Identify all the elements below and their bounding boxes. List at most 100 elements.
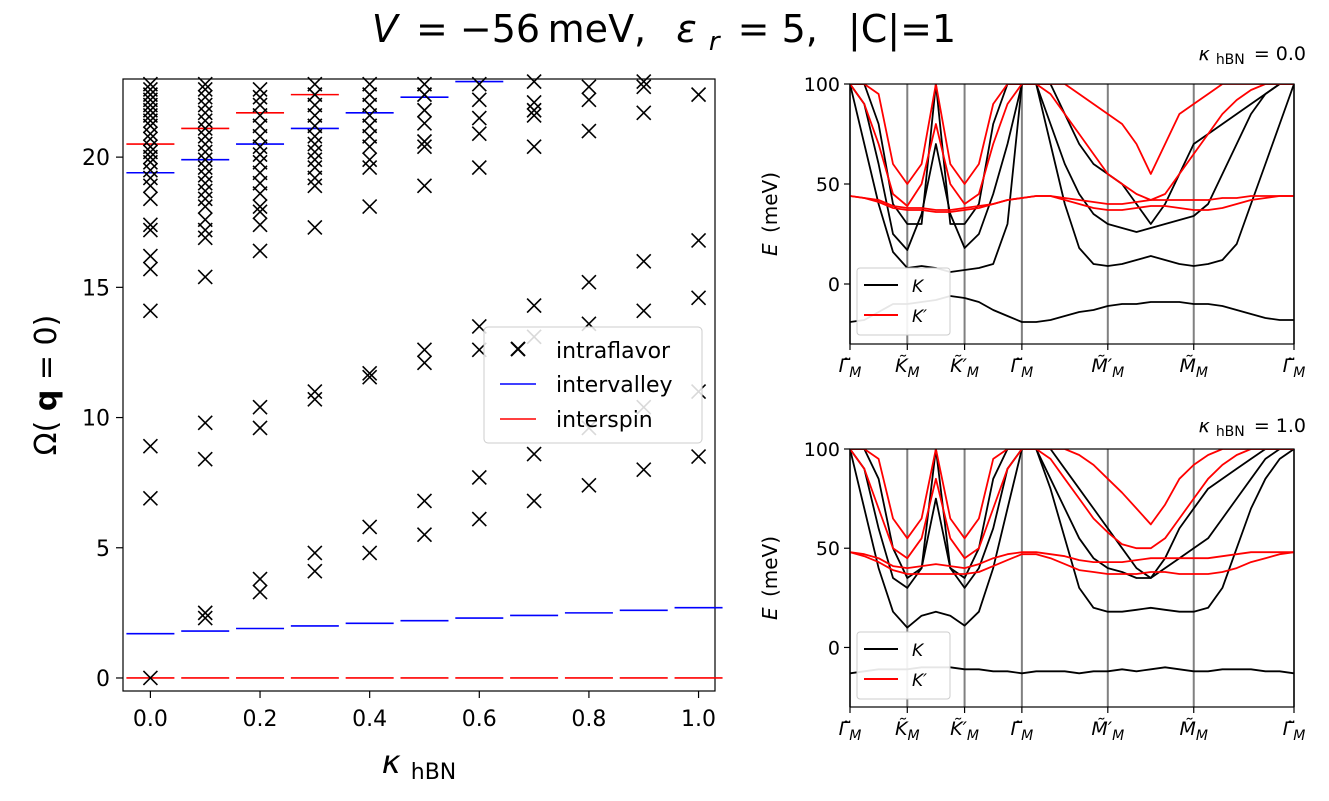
intraflavor-point-stroke (636, 79, 652, 95)
intraflavor-point (526, 493, 542, 509)
intraflavor-point-stroke (197, 97, 213, 113)
intraflavor-point (362, 76, 378, 92)
intraflavor-point-stroke (307, 144, 323, 160)
intraflavor-point (581, 79, 597, 95)
rb-title: κ hBN = 1.0 (1199, 415, 1306, 441)
intraflavor-point (197, 230, 213, 246)
rt-x-tick-label: Γ̃M (839, 355, 862, 381)
intraflavor-point-stroke (416, 527, 433, 543)
intraflavor-point-stroke (581, 79, 597, 95)
intraflavor-point (142, 217, 158, 233)
intraflavor-point-stroke (362, 365, 378, 381)
intraflavor-point (416, 115, 433, 131)
intraflavor-point-stroke (307, 159, 323, 176)
intraflavor-point (471, 92, 487, 108)
intraflavor-point-stroke (142, 490, 158, 506)
intraflavor-point-stroke (471, 76, 487, 92)
rb-bands (850, 449, 1294, 675)
rb-x-tick-label: Γ̃M (839, 718, 862, 744)
title-c: |C|=1 (848, 7, 956, 52)
rt-band-kprime (850, 195, 1294, 211)
intraflavor-point-stroke (526, 139, 542, 155)
intraflavor-point-stroke (471, 469, 487, 486)
intraflavor-point-stroke (197, 81, 213, 97)
rb-legend-box (856, 631, 951, 700)
intraflavor-point-stroke (526, 94, 542, 111)
intraflavor-point-stroke (362, 76, 378, 92)
rt-ylabel-e: E (758, 243, 782, 256)
left-x-tick-label: 1.0 (681, 707, 716, 732)
intraflavor-point-stroke (252, 97, 268, 113)
intraflavor-point-stroke (142, 261, 158, 277)
intraflavor-point-stroke (362, 159, 378, 176)
title-v: V (372, 7, 401, 51)
intraflavor-point-stroke (362, 519, 378, 535)
intraflavor-point-stroke (197, 136, 213, 152)
intraflavor-point-stroke (197, 212, 213, 228)
intraflavor-point-stroke (197, 152, 213, 168)
intraflavor-point (252, 89, 268, 105)
intraflavor-point-stroke (142, 144, 158, 160)
intraflavor-point-stroke (416, 133, 433, 150)
intraflavor-point-stroke (252, 571, 268, 587)
rt-band-k (850, 84, 1294, 225)
intraflavor-point-stroke (690, 449, 707, 465)
rt-x-tick-label: Γ̃M (1283, 355, 1306, 381)
intraflavor-point (307, 391, 323, 407)
intraflavor-point (307, 563, 323, 579)
rt-band-kprime (850, 84, 1294, 207)
rt-y-tick-label: 50 (816, 174, 840, 196)
intraflavor-point (307, 136, 323, 152)
intraflavor-point-stroke (197, 199, 213, 215)
intraflavor-point-stroke (142, 81, 158, 97)
rt-x-tick-label: M̃M (1179, 355, 1208, 381)
intraflavor-point-stroke (142, 191, 158, 207)
intraflavor-point-stroke (690, 232, 707, 249)
intraflavor-point (197, 167, 213, 183)
intraflavor-point (142, 222, 158, 238)
intraflavor-point-stroke (252, 146, 268, 163)
left-plot-area (126, 74, 723, 686)
intraflavor-point (197, 191, 213, 207)
rt-x-tick-label: K̃M (895, 355, 920, 381)
main-title: V = −56 meV, ε r = 5, |C|=1 (372, 7, 956, 59)
intraflavor-point (252, 420, 268, 436)
intraflavor-point-stroke (197, 105, 213, 121)
intraflavor-point-stroke (362, 545, 378, 561)
intraflavor-point-stroke (252, 204, 268, 220)
intraflavor-point (142, 670, 158, 686)
left-ylabel-post: = 0) (29, 315, 64, 380)
left-y-tick-label: 5 (96, 537, 110, 562)
intraflavor-point (252, 81, 268, 97)
left-y-tick-label: 10 (82, 407, 110, 432)
left-xlabel-kappa: κ (382, 743, 401, 781)
intraflavor-point (690, 449, 707, 465)
legend-label-interspin: interspin (556, 408, 653, 433)
intraflavor-point (142, 490, 158, 506)
left-y-tick-label: 15 (82, 276, 110, 301)
intraflavor-point (142, 139, 158, 155)
rb-band-k (850, 449, 1294, 579)
intraflavor-point (471, 159, 487, 176)
left-y-axis-label: Ω( q = 0) (29, 315, 64, 456)
rb-band-kprime (850, 449, 1294, 560)
intraflavor-point-stroke (142, 670, 158, 686)
intraflavor-point (142, 178, 158, 194)
intraflavor-point-stroke (142, 222, 158, 238)
intraflavor-point-stroke (416, 102, 433, 118)
intraflavor-point-stroke (197, 76, 213, 92)
rb-y-ticks: 0 50 100 (804, 439, 850, 659)
intraflavor-point-stroke (471, 511, 487, 527)
rt-x-ticks: Γ̃M K̃M K̃′M Γ̃M M̃′M M̃M Γ̃M (839, 344, 1306, 381)
rt-legend-box (856, 267, 951, 336)
rt-band-kprime (850, 195, 1294, 213)
intraflavor-point-stroke (526, 74, 542, 90)
legend-marker-intraflavor (510, 341, 526, 357)
rb-x-ticks: Γ̃M K̃M K̃′M Γ̃M M̃′M M̃M Γ̃M (839, 707, 1305, 744)
intraflavor-point (416, 102, 433, 118)
intraflavor-point (416, 493, 433, 509)
intraflavor-point-stroke (142, 217, 158, 233)
intraflavor-point (471, 511, 487, 527)
intraflavor-point-stroke (690, 87, 707, 103)
